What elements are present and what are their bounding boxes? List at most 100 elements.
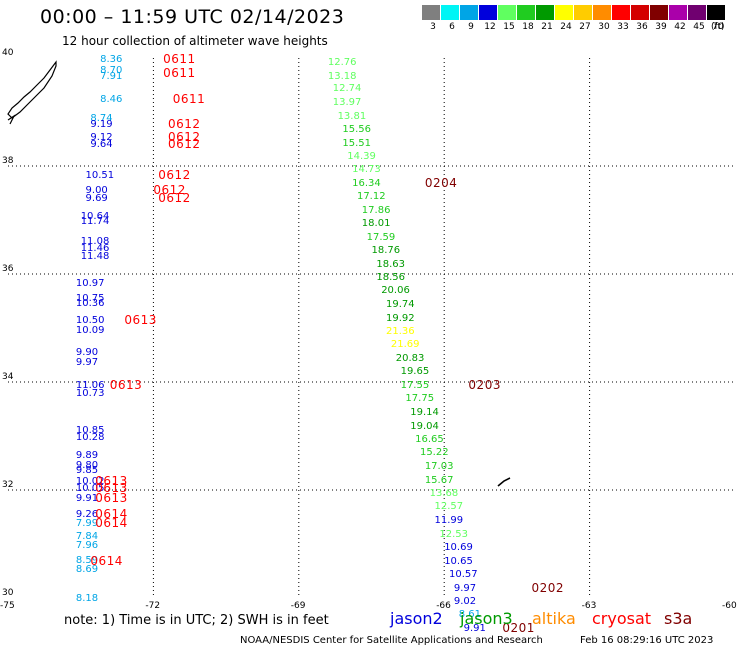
lat-tick-label: 34 bbox=[2, 372, 14, 382]
swh-value-west: 10.50 bbox=[75, 314, 105, 326]
swh-value-east: 21.36 bbox=[386, 325, 415, 337]
swh-value-west: 9.64 bbox=[90, 138, 113, 150]
swh-value-west: 9.89 bbox=[75, 449, 99, 461]
generated-timestamp: Feb 16 08:29:16 UTC 2023 bbox=[580, 635, 714, 646]
time-label: 0613 bbox=[95, 490, 128, 505]
legend-label: 21 bbox=[541, 22, 553, 32]
legend-label: 6 bbox=[449, 22, 455, 32]
swh-value-west: 10.51 bbox=[85, 169, 115, 181]
swh-value-west: 7.99 bbox=[75, 518, 99, 530]
mission-altika: altika bbox=[532, 609, 576, 628]
legend-label: 12 bbox=[484, 22, 496, 32]
swh-value-west: 8.69 bbox=[75, 563, 99, 575]
legend-swatch bbox=[707, 5, 725, 20]
legend-unit: (ft) bbox=[711, 22, 725, 32]
legend-swatch bbox=[574, 5, 592, 20]
swh-value-west: 9.90 bbox=[75, 346, 99, 358]
swh-value-east: 18.01 bbox=[361, 218, 391, 230]
legend-swatch bbox=[498, 5, 516, 20]
time-label: 0612 bbox=[167, 136, 201, 151]
lat-tick-label: 32 bbox=[2, 480, 14, 490]
swh-value-west: 10.73 bbox=[75, 388, 105, 400]
lat-tick-label: 36 bbox=[2, 264, 14, 274]
legend-swatch bbox=[536, 5, 554, 20]
swh-value-west: 10.75 bbox=[75, 292, 105, 304]
legend-label: 30 bbox=[598, 22, 610, 32]
legend-swatch bbox=[688, 5, 706, 20]
swh-value-east: 14.73 bbox=[352, 164, 381, 176]
swh-value-west: 8.36 bbox=[100, 54, 123, 66]
time-label: 0204 bbox=[424, 175, 458, 190]
time-label: 0613 bbox=[95, 474, 128, 489]
bermuda-island bbox=[497, 477, 511, 487]
legend-label: 18 bbox=[522, 22, 534, 32]
time-label: 0612 bbox=[153, 183, 186, 198]
swh-value-east: 15.22 bbox=[419, 447, 449, 459]
legend-swatch bbox=[631, 5, 649, 20]
swh-value-west: 10.36 bbox=[75, 298, 105, 310]
legend-label: 42 bbox=[674, 22, 686, 32]
legend-swatch bbox=[422, 5, 440, 20]
footer-note: note: 1) Time is in UTC; 2) SWH is in fe… bbox=[64, 613, 329, 628]
mission-jason3: jason3 bbox=[460, 609, 513, 628]
credit-text: NOAA/NESDIS Center for Satellite Applica… bbox=[240, 635, 543, 646]
legend-swatch bbox=[441, 5, 459, 20]
swh-value-west: 9.00 bbox=[85, 185, 108, 197]
swh-value-east: 21.69 bbox=[390, 339, 420, 351]
swh-value-west: 11.46 bbox=[80, 242, 110, 254]
swh-value-east: 16.34 bbox=[352, 177, 381, 189]
swh-value-east: 15.51 bbox=[342, 138, 372, 150]
time-label: 0614 bbox=[95, 516, 128, 531]
swh-value-east: 16.65 bbox=[415, 434, 444, 446]
swh-value-west: 8.70 bbox=[100, 65, 123, 77]
legend-label: 39 bbox=[655, 22, 667, 32]
swh-value-east: 19.74 bbox=[386, 299, 415, 311]
swh-value-east: 19.92 bbox=[386, 312, 415, 324]
swh-value-east: 19.65 bbox=[400, 366, 430, 378]
legend-label: 45 bbox=[693, 22, 705, 32]
swh-value-west: 11.06 bbox=[75, 379, 105, 391]
swh-value-west: 11.74 bbox=[80, 216, 110, 228]
time-label: 0611 bbox=[163, 66, 196, 81]
map-subtitle: 12 hour collection of altimeter wave hei… bbox=[62, 34, 328, 48]
legend-label: 33 bbox=[617, 22, 629, 32]
time-label: 0613 bbox=[109, 377, 143, 392]
swh-value-west: 10.02 bbox=[75, 476, 105, 488]
swh-value-east: 8.61 bbox=[458, 609, 481, 621]
swh-value-east: 19.14 bbox=[410, 407, 439, 419]
legend-label: 70 bbox=[712, 22, 724, 32]
lon-tick-label: -72 bbox=[145, 601, 161, 611]
swh-value-east: 17.12 bbox=[356, 191, 386, 203]
time-label: 0611 bbox=[163, 52, 196, 67]
swh-value-east: 20.06 bbox=[381, 285, 410, 297]
mission-jason2: jason2 bbox=[390, 609, 443, 628]
time-label: 0611 bbox=[172, 92, 206, 107]
swh-value-east: 13.68 bbox=[429, 487, 459, 499]
swh-value-west: 11.08 bbox=[80, 236, 110, 248]
legend-swatch bbox=[460, 5, 478, 20]
swh-value-east: 10.57 bbox=[449, 569, 478, 581]
swh-value-west: 10.97 bbox=[75, 277, 105, 289]
swh-value-east: 17.59 bbox=[366, 231, 396, 243]
legend-label: 3 bbox=[430, 22, 436, 32]
swh-value-east: 14.39 bbox=[347, 151, 376, 163]
lon-tick-label: -63 bbox=[581, 601, 597, 611]
swh-value-east: 10.65 bbox=[444, 555, 473, 567]
legend-label: 27 bbox=[579, 22, 591, 32]
swh-value-west: 8.46 bbox=[100, 94, 123, 106]
lon-tick-label: -75 bbox=[0, 601, 15, 611]
mission-s3a: s3a bbox=[664, 609, 693, 628]
swh-value-west: 9.91 bbox=[75, 492, 99, 504]
legend-label: 36 bbox=[636, 22, 648, 32]
swh-value-west: 9.97 bbox=[75, 357, 99, 369]
swh-value-west: 8.74 bbox=[90, 113, 113, 125]
swh-value-east: 17.75 bbox=[405, 393, 435, 405]
lat-tick-label: 30 bbox=[2, 588, 14, 598]
legend-label: 24 bbox=[560, 22, 572, 32]
swh-value-west: 9.80 bbox=[75, 460, 99, 472]
swh-value-west: 10.09 bbox=[75, 325, 105, 337]
legend-swatch bbox=[669, 5, 687, 20]
legend-swatch bbox=[650, 5, 668, 20]
